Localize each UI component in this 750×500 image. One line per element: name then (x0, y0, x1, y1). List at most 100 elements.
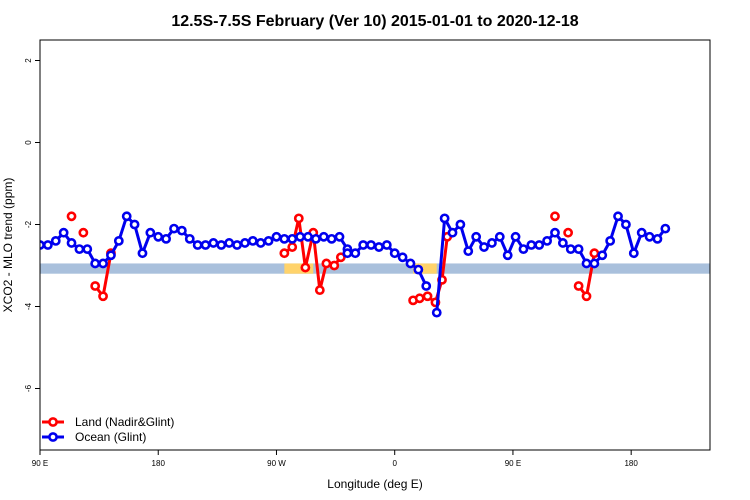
data-point (50, 235, 61, 246)
data-point (58, 227, 69, 238)
y-axis: 2 0 -2 -4 -6 (24, 58, 40, 392)
data-point (389, 248, 400, 259)
data-point (573, 244, 584, 254)
data-point (293, 213, 304, 224)
data-point (557, 238, 568, 248)
band-ocean (40, 263, 710, 274)
data-point (628, 248, 639, 259)
data-point (106, 250, 116, 261)
data-point (494, 231, 505, 242)
data-point (526, 240, 537, 250)
data-point (184, 233, 195, 244)
x-tick-label: 0 (392, 459, 397, 468)
x-tick-label: 180 (152, 459, 166, 468)
data-point (279, 233, 290, 244)
data-point (74, 244, 85, 254)
data-point (176, 225, 187, 236)
data-point (90, 281, 101, 291)
data-point (542, 235, 552, 246)
reference-band (40, 263, 710, 274)
data-point (98, 291, 108, 302)
data-point (487, 238, 497, 248)
data-point (287, 242, 298, 252)
data-point (335, 252, 346, 263)
data-point (334, 231, 345, 242)
data-point (644, 231, 655, 242)
data-point (224, 238, 235, 248)
data-point (82, 244, 93, 254)
data-point (137, 248, 148, 259)
data-point (397, 252, 408, 263)
data-point (502, 250, 513, 261)
data-point (161, 233, 172, 244)
legend: Land (Nadir&Glint)Ocean (Glint) (42, 415, 174, 444)
data-point (300, 262, 311, 273)
data-point (581, 291, 592, 302)
data-point (240, 238, 250, 248)
data-point (550, 211, 560, 222)
data-point (405, 258, 416, 269)
legend-swatch-marker (48, 417, 58, 427)
data-point (90, 258, 101, 269)
plot-frame (39, 39, 711, 451)
legend-label: Land (Nadir&Glint) (75, 415, 174, 429)
legend-item: Ocean (Glint) (42, 430, 146, 444)
data-point (295, 231, 306, 242)
data-point (342, 248, 353, 259)
data-point (534, 240, 545, 250)
legend-swatch-marker (48, 432, 58, 442)
x-tick-label: 90 W (267, 459, 286, 468)
data-point (216, 240, 227, 250)
data-point (381, 240, 392, 250)
data-point (113, 235, 124, 246)
data-point (66, 211, 77, 222)
data-point (303, 231, 313, 242)
data-point (413, 264, 424, 275)
data-point (263, 235, 274, 246)
data-point (192, 240, 203, 250)
band-land (413, 263, 437, 274)
data-point (366, 240, 376, 250)
data-point (589, 258, 600, 269)
data-point (660, 223, 671, 234)
data-point (329, 260, 340, 271)
data-point (318, 231, 329, 242)
x-tick-label: 90 E (505, 459, 521, 468)
y-tick-label: -2 (24, 220, 33, 228)
data-point (573, 281, 584, 291)
data-point (121, 211, 132, 222)
data-point (414, 293, 425, 304)
y-axis-label: XCO2 - MLO trend (ppm) (1, 178, 15, 313)
chart-title: 12.5S-7.5S February (Ver 10) 2015-01-01 … (171, 13, 578, 30)
data-point (310, 233, 321, 244)
data-point (422, 291, 433, 302)
data-point (605, 235, 616, 246)
data-point (431, 307, 442, 318)
data-point (447, 227, 458, 238)
data-point (129, 219, 140, 230)
data-point (471, 231, 482, 242)
data-point (510, 231, 521, 242)
y-tick-label: -6 (24, 384, 33, 392)
data-point (565, 244, 576, 254)
data-point (358, 240, 369, 250)
data-point (350, 248, 361, 259)
y-tick-label: -4 (24, 302, 33, 310)
data-point (66, 238, 77, 248)
data-point (518, 244, 529, 254)
x-axis-label: Longitude (deg E) (327, 477, 422, 491)
series-layer (40, 211, 671, 318)
data-point (326, 233, 337, 244)
data-point (314, 285, 325, 295)
data-point (255, 238, 266, 248)
data-point (208, 238, 219, 248)
data-point (455, 219, 466, 230)
data-point (463, 246, 474, 257)
data-point (153, 231, 164, 242)
data-point (621, 219, 631, 230)
series-land (66, 211, 600, 308)
data-point (247, 235, 258, 246)
data-point (597, 250, 608, 261)
data-point (279, 248, 290, 259)
